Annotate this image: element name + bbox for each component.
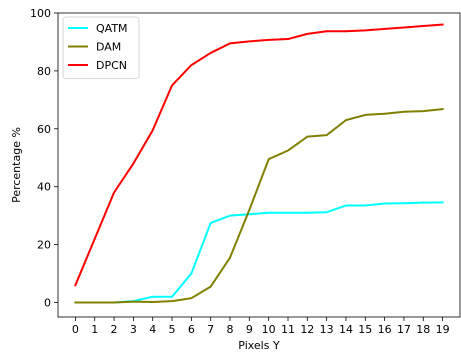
y-axis-ticks: 0 20 40 60 80 100 <box>30 7 58 310</box>
x-tick-label: 16 <box>378 323 392 336</box>
x-tick-label: 19 <box>436 323 450 336</box>
x-tick-label: 8 <box>227 323 234 336</box>
y-tick-label: 60 <box>37 123 51 136</box>
legend-label-dpcn: DPCN <box>96 59 127 72</box>
legend-label-qatm: QATM <box>96 22 128 35</box>
plot-frame <box>57 12 461 318</box>
y-axis-label: Percentage % <box>10 127 23 203</box>
legend: QATM DAM DPCN <box>62 16 140 79</box>
y-tick-label: 0 <box>44 297 51 310</box>
x-tick-label: 7 <box>207 323 214 336</box>
series-layer <box>74 23 444 304</box>
x-tick-label: 3 <box>130 323 137 336</box>
x-tick-label: 4 <box>149 323 156 336</box>
x-tick-label: 11 <box>281 323 295 336</box>
x-axis-ticks: 0 1 2 3 4 5 6 7 8 9 10 11 12 13 14 15 16 17 18 19 <box>72 317 450 336</box>
legend-box <box>62 16 140 79</box>
x-axis-label: Pixels Y <box>238 339 280 352</box>
x-tick-label: 5 <box>169 323 176 336</box>
x-tick-label: 0 <box>72 323 79 336</box>
series-line-qatm <box>74 201 444 304</box>
y-tick-label: 100 <box>30 7 51 20</box>
x-tick-label: 14 <box>339 323 353 336</box>
series-line-dpcn <box>74 23 444 287</box>
x-tick-label: 13 <box>320 323 334 336</box>
x-tick-label: 9 <box>246 323 253 336</box>
x-tick-label: 15 <box>358 323 372 336</box>
x-tick-label: 10 <box>262 323 276 336</box>
x-tick-label: 18 <box>416 323 430 336</box>
x-tick-label: 1 <box>91 323 98 336</box>
x-tick-label: 17 <box>397 323 411 336</box>
y-tick-label: 40 <box>37 181 51 194</box>
legend-label-dam: DAM <box>96 41 121 54</box>
y-tick-label: 80 <box>37 65 51 78</box>
x-tick-label: 2 <box>111 323 118 336</box>
x-tick-label: 6 <box>188 323 195 336</box>
x-tick-label: 12 <box>300 323 314 336</box>
series-line-dam <box>74 108 444 304</box>
y-tick-label: 20 <box>37 239 51 252</box>
